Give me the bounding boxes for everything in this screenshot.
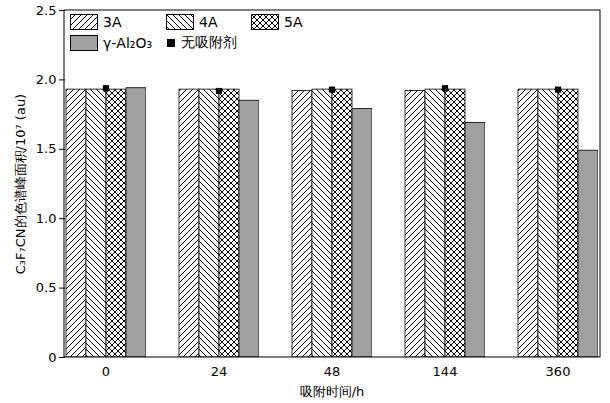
- html-text:5A: 5A: [284, 14, 303, 30]
- svg-text:吸附时间/h: 吸附时间/h: [300, 384, 365, 399]
- svg-text:360: 360: [546, 364, 571, 379]
- svg-text:0: 0: [48, 350, 56, 365]
- svg-text:1.5: 1.5: [36, 141, 57, 156]
- svg-text:0.5: 0.5: [36, 280, 57, 295]
- svg-text:1.0: 1.0: [36, 211, 57, 226]
- html-text:4A: 4A: [199, 14, 218, 30]
- svg-text:48: 48: [324, 364, 341, 379]
- svg-text:0: 0: [102, 364, 110, 379]
- svg-text:2.0: 2.0: [36, 72, 57, 87]
- svg-text:C₃F₇CN的色谱峰面积/10⁷ (au): C₃F₇CN的色谱峰面积/10⁷ (au): [13, 94, 28, 274]
- svg-text:144: 144: [433, 364, 458, 379]
- html-text:γ-Al₂O₃: γ-Al₂O₃: [103, 35, 153, 51]
- html-text:3A: 3A: [103, 14, 122, 30]
- html-text:无吸附剂: 无吸附剂: [181, 34, 238, 50]
- svg-text:2.5: 2.5: [36, 3, 57, 18]
- svg-text:24: 24: [211, 364, 228, 379]
